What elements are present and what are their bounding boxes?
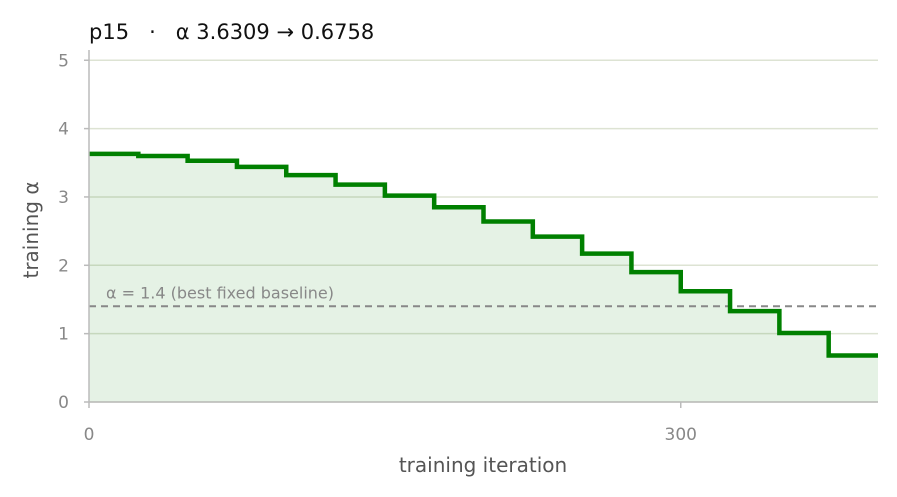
y-tick-label: 5 [58, 51, 69, 71]
y-axis-ticks: 0 1 2 3 4 5 [58, 51, 89, 413]
chart-title: p15 · α 3.6309 → 0.6758 [89, 20, 374, 44]
y-tick-label: 2 [58, 256, 69, 276]
y-axis-label: training α [19, 181, 43, 278]
y-tick-label: 1 [58, 325, 69, 345]
baseline-reference-label: α = 1.4 (best fixed baseline) [106, 283, 334, 302]
area-fill [89, 153, 878, 402]
x-axis-ticks: 0 300 [84, 402, 697, 445]
x-axis-label: training iteration [399, 453, 567, 477]
x-tick-label: 300 [665, 425, 697, 445]
x-tick-label: 0 [84, 425, 95, 445]
series-step-line [89, 151, 878, 358]
y-tick-label: 0 [58, 393, 69, 413]
y-tick-label: 3 [58, 188, 69, 208]
y-tick-label: 4 [58, 120, 69, 140]
